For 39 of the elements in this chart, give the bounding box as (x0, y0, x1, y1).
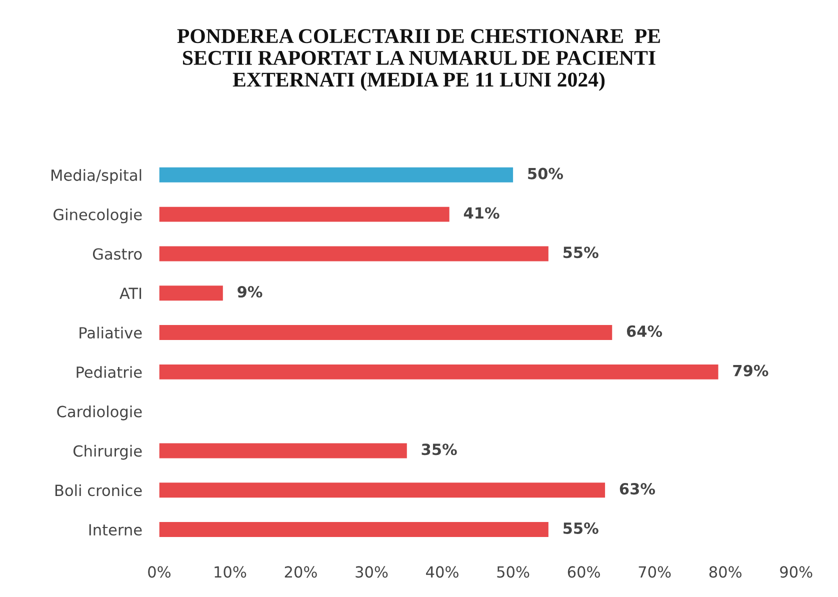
bar (159, 206, 450, 222)
y-tick-label: Ginecologie (54, 208, 142, 224)
x-tick-label: 40% (426, 566, 458, 578)
x-tick-label: 70% (638, 566, 671, 578)
data-label: 55% (563, 246, 598, 258)
data-label: 55% (563, 522, 598, 534)
data-label: 9% (238, 286, 262, 298)
bar (159, 522, 548, 538)
data-label: 64% (626, 325, 662, 337)
bar (159, 286, 223, 301)
bar (159, 167, 514, 182)
x-tick-label: 20% (284, 566, 317, 578)
x-tick-label: 0% (148, 566, 170, 578)
data-label: 63% (620, 483, 656, 495)
y-tick-label: ATI (120, 288, 142, 299)
x-tick-label: 80% (709, 566, 742, 578)
x-tick-label: 30% (356, 566, 388, 578)
data-label: 41% (464, 207, 500, 219)
bar (159, 482, 606, 498)
data-label: 50% (528, 168, 564, 180)
y-tick-label: Boli cronice (55, 484, 142, 496)
x-tick-label: 10% (214, 566, 246, 578)
x-tick-label: 50% (497, 566, 530, 578)
bar (159, 364, 718, 380)
chart-title: PONDEREA COLECTARII DE CHESTIONARE PE SECTII RAPORTAT LA NUMARUL DE PACIENTI EXTERNATI (MEDIA PE 11 LUNI 2024) (177, 29, 660, 91)
y-tick-label: Cardiologie (57, 406, 142, 420)
y-tick-label: Chirurgie (73, 444, 142, 460)
bar (159, 325, 612, 340)
data-label: 35% (422, 444, 457, 456)
x-tick-label: 60% (568, 566, 600, 578)
y-tick-label: Paliative (80, 326, 142, 339)
y-tick-label: Media/spital (52, 169, 142, 184)
bar (159, 443, 407, 458)
y-tick-label: Gastro (92, 248, 142, 260)
bar (159, 246, 548, 262)
y-tick-label: Pediatrie (76, 366, 142, 378)
data-label: 79% (733, 364, 768, 376)
y-tick-label: Interne (89, 524, 142, 536)
x-tick-label: 90% (780, 566, 812, 578)
